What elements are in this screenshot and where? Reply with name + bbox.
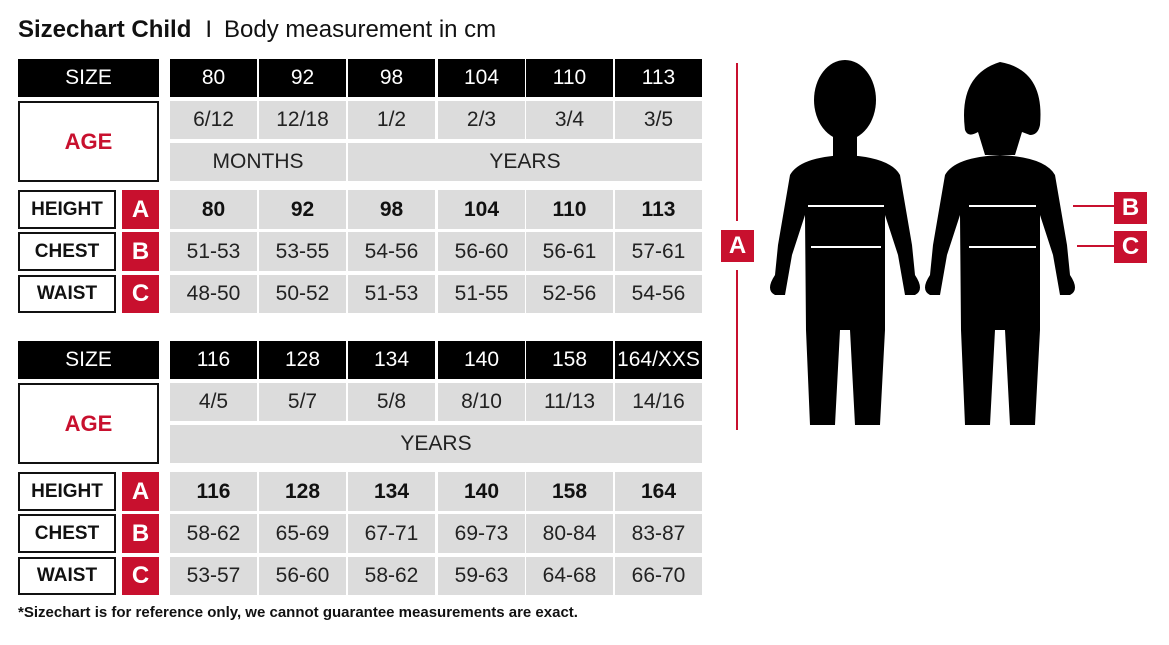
chest-cell: 56-60 (438, 232, 525, 271)
waist-cell: 52-56 (526, 275, 613, 313)
age-label: AGE (18, 101, 159, 182)
height-cell: 134 (348, 472, 435, 511)
size-header: 134 (348, 341, 435, 379)
girl-measure-lines (969, 205, 1036, 248)
height-cell: 158 (526, 472, 613, 511)
age-unit-cell: YEARS (348, 143, 702, 181)
waist-cell: 48-50 (170, 275, 257, 313)
waist-badge: C (122, 557, 159, 595)
chest-label: CHEST (18, 232, 116, 271)
title-separator: I (205, 16, 213, 43)
age-cell: 5/8 (348, 383, 435, 421)
chest-badge: B (122, 514, 159, 553)
chest-cell: 57-61 (615, 232, 702, 271)
height-marker-badge: A (721, 230, 754, 262)
age-cell: 2/3 (438, 101, 525, 139)
size-header: 158 (526, 341, 613, 379)
age-cell: 1/2 (348, 101, 435, 139)
age-cell: 6/12 (170, 101, 257, 139)
chest-label: CHEST (18, 514, 116, 553)
age-cell: 5/7 (259, 383, 346, 421)
height-cell: 110 (526, 190, 613, 229)
height-cell: 104 (438, 190, 525, 229)
chest-waist-pointers (1073, 205, 1114, 247)
chest-cell: 51-53 (170, 232, 257, 271)
chest-cell: 69-73 (438, 514, 525, 553)
height-cell: 80 (170, 190, 257, 229)
age-cell: 12/18 (259, 101, 346, 139)
age-label: AGE (18, 383, 159, 464)
waist-cell: 53-57 (170, 557, 257, 595)
waist-badge: C (122, 275, 159, 313)
footnote: *Sizechart is for reference only, we can… (18, 604, 578, 621)
age-cell: 4/5 (170, 383, 257, 421)
height-label: HEIGHT (18, 190, 116, 229)
waist-label: WAIST (18, 557, 116, 595)
waist-cell: 56-60 (259, 557, 346, 595)
size-label: SIZE (18, 59, 159, 97)
size-header: 113 (615, 59, 702, 97)
title-subtitle: Body measurement in cm (224, 16, 497, 43)
waist-cell: 66-70 (615, 557, 702, 595)
size-header: 128 (259, 341, 346, 379)
age-cell: 3/4 (526, 101, 613, 139)
waist-cell: 51-55 (438, 275, 525, 313)
chest-cell: 83-87 (615, 514, 702, 553)
waist-cell: 58-62 (348, 557, 435, 595)
chest-marker-badge: B (1114, 192, 1147, 224)
height-cell: 116 (170, 472, 257, 511)
height-cell: 113 (615, 190, 702, 229)
waist-marker-badge: C (1114, 231, 1147, 263)
waist-cell: 51-53 (348, 275, 435, 313)
chest-cell: 54-56 (348, 232, 435, 271)
girl-silhouette (925, 62, 1075, 425)
chest-cell: 58-62 (170, 514, 257, 553)
waist-cell: 59-63 (438, 557, 525, 595)
waist-cell: 54-56 (615, 275, 702, 313)
boy-silhouette (770, 60, 920, 425)
size-header: 110 (526, 59, 613, 97)
chest-cell: 56-61 (526, 232, 613, 271)
height-cell: 164 (615, 472, 702, 511)
age-unit-cell: MONTHS (170, 143, 346, 181)
age-cell: 8/10 (438, 383, 525, 421)
height-badge: A (122, 190, 159, 229)
height-label: HEIGHT (18, 472, 116, 511)
size-header: 98 (348, 59, 435, 97)
age-cell: 11/13 (526, 383, 613, 421)
chest-cell: 67-71 (348, 514, 435, 553)
size-header: 116 (170, 341, 257, 379)
waist-label: WAIST (18, 275, 116, 313)
chest-cell: 65-69 (259, 514, 346, 553)
size-header: 164/XXS (615, 341, 702, 379)
size-header: 140 (438, 341, 525, 379)
chest-cell: 80-84 (526, 514, 613, 553)
boy-measure-lines (808, 205, 884, 248)
age-cell: 14/16 (615, 383, 702, 421)
size-label: SIZE (18, 341, 159, 379)
chest-badge: B (122, 232, 159, 271)
waist-cell: 50-52 (259, 275, 346, 313)
page-title: Sizechart Child I Body measurement in cm (18, 16, 496, 44)
height-cell: 140 (438, 472, 525, 511)
size-header: 104 (438, 59, 525, 97)
waist-cell: 64-68 (526, 557, 613, 595)
size-header: 92 (259, 59, 346, 97)
height-cell: 128 (259, 472, 346, 511)
age-cell: 3/5 (615, 101, 702, 139)
age-unit-cell: YEARS (170, 425, 702, 463)
chest-cell: 53-55 (259, 232, 346, 271)
size-header: 80 (170, 59, 257, 97)
height-cell: 98 (348, 190, 435, 229)
title-main: Sizechart Child (18, 16, 192, 43)
height-cell: 92 (259, 190, 346, 229)
height-badge: A (122, 472, 159, 511)
